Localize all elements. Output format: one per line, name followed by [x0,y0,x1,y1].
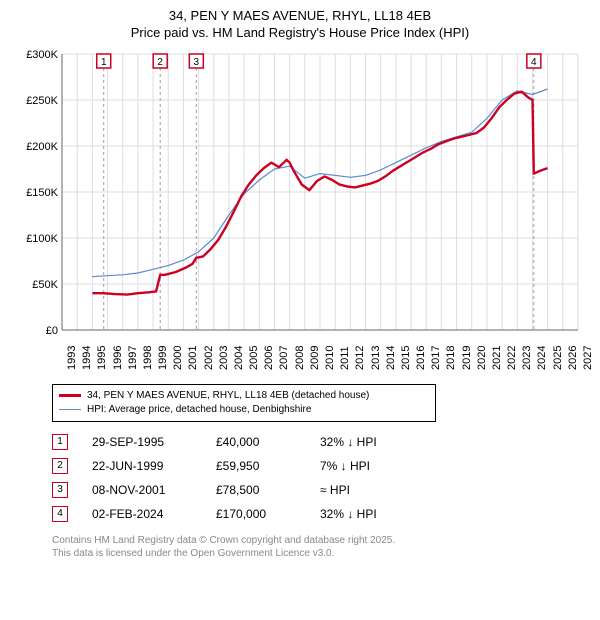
x-tick-label: 2018 [445,345,457,369]
attribution-line-2: This data is licensed under the Open Gov… [52,547,590,560]
x-tick-label: 1998 [142,345,154,369]
svg-text:£200K: £200K [26,141,58,153]
x-tick-label: 2025 [552,345,564,369]
svg-text:2: 2 [157,57,163,68]
svg-text:£50K: £50K [32,279,58,291]
x-tick-label: 2026 [567,345,579,369]
svg-text:£100K: £100K [26,233,58,245]
svg-text:1: 1 [101,57,107,68]
event-diff: 7% ↓ HPI [320,459,410,473]
event-row: 4 02-FEB-2024 £170,000 32% ↓ HPI [52,502,590,526]
title-line-2: Price paid vs. HM Land Registry's House … [10,25,590,42]
x-tick-label: 2011 [339,346,351,370]
x-tick-label: 2006 [263,345,275,369]
x-tick-label: 1995 [96,345,108,369]
svg-text:£0: £0 [46,325,58,337]
event-diff: ≈ HPI [320,483,410,497]
event-price: £78,500 [216,483,296,497]
x-tick-label: 2019 [461,345,473,369]
x-tick-label: 2014 [385,345,397,369]
event-date: 02-FEB-2024 [92,507,192,521]
event-date: 29-SEP-1995 [92,435,192,449]
svg-text:£150K: £150K [26,187,58,199]
svg-text:3: 3 [194,57,200,68]
x-tick-label: 2021 [491,345,503,369]
price-chart: £0 £50K £100K £150K £200K £250K £300K 1 2 3 4 [20,50,580,340]
x-tick-label: 2023 [521,345,533,369]
chart-container: 34, PEN Y MAES AVENUE, RHYL, LL18 4EB Pr… [0,0,600,568]
event-marker: 1 [52,434,68,450]
event-marker: 2 [52,458,68,474]
x-tick-label: 2009 [309,345,321,369]
x-tick-label: 1994 [81,345,93,369]
x-tick-label: 2012 [354,345,366,369]
x-tick-label: 2013 [370,345,382,369]
svg-text:£300K: £300K [26,50,58,61]
x-axis-labels: 199319941995 199619971998199920002001 2002… [20,340,580,380]
event-row: 1 29-SEP-1995 £40,000 32% ↓ HPI [52,430,590,454]
title-line-1: 34, PEN Y MAES AVENUE, RHYL, LL18 4EB [10,8,590,25]
event-row: 3 08-NOV-2001 £78,500 ≈ HPI [52,478,590,502]
event-date: 22-JUN-1999 [92,459,192,473]
event-marker: 4 [52,506,68,522]
chart-svg: £0 £50K £100K £150K £200K £250K £300K 1 2 3 4 [20,50,580,340]
x-tick-label: 2004 [233,345,245,369]
x-tick-label: 2000 [172,345,184,369]
x-tick-label: 2010 [324,345,336,369]
x-tick-label: 2003 [218,345,230,369]
x-tick-label: 2005 [248,345,260,369]
attribution: Contains HM Land Registry data © Crown c… [52,534,590,560]
x-tick-label: 1993 [66,345,78,369]
legend-swatch [59,409,81,410]
x-tick-label: 2002 [203,345,215,369]
event-date: 08-NOV-2001 [92,483,192,497]
event-price: £40,000 [216,435,296,449]
event-row: 2 22-JUN-1999 £59,950 7% ↓ HPI [52,454,590,478]
event-price: £59,950 [216,459,296,473]
x-tick-label: 2008 [294,345,306,369]
x-tick-label: 2015 [400,345,412,369]
x-tick-label: 2007 [278,345,290,369]
event-price: £170,000 [216,507,296,521]
x-tick-label: 2001 [187,345,199,369]
legend-swatch [59,394,81,397]
chart-title: 34, PEN Y MAES AVENUE, RHYL, LL18 4EB Pr… [10,8,590,42]
event-diff: 32% ↓ HPI [320,435,410,449]
x-tick-label: 2016 [415,345,427,369]
legend-label: HPI: Average price, detached house, Denb… [87,404,311,415]
x-tick-label: 1999 [157,345,169,369]
x-tick-label: 2027 [582,345,594,369]
event-diff: 32% ↓ HPI [320,507,410,521]
x-tick-label: 2024 [536,345,548,369]
legend-label: 34, PEN Y MAES AVENUE, RHYL, LL18 4EB (d… [87,390,369,401]
attribution-line-1: Contains HM Land Registry data © Crown c… [52,534,590,547]
event-table: 1 29-SEP-1995 £40,000 32% ↓ HPI 2 22-JUN-1999… [52,430,590,526]
x-tick-label: 1996 [112,345,124,369]
svg-text:£250K: £250K [26,95,58,107]
event-marker: 3 [52,482,68,498]
x-tick-label: 2020 [476,345,488,369]
legend: 34, PEN Y MAES AVENUE, RHYL, LL18 4EB (d… [52,384,436,422]
x-tick-label: 2022 [506,345,518,369]
legend-item: 34, PEN Y MAES AVENUE, RHYL, LL18 4EB (d… [59,389,429,403]
svg-text:4: 4 [531,57,537,68]
x-tick-label: 1997 [127,345,139,369]
legend-item: HPI: Average price, detached house, Denb… [59,403,429,417]
x-tick-label: 2017 [430,345,442,369]
